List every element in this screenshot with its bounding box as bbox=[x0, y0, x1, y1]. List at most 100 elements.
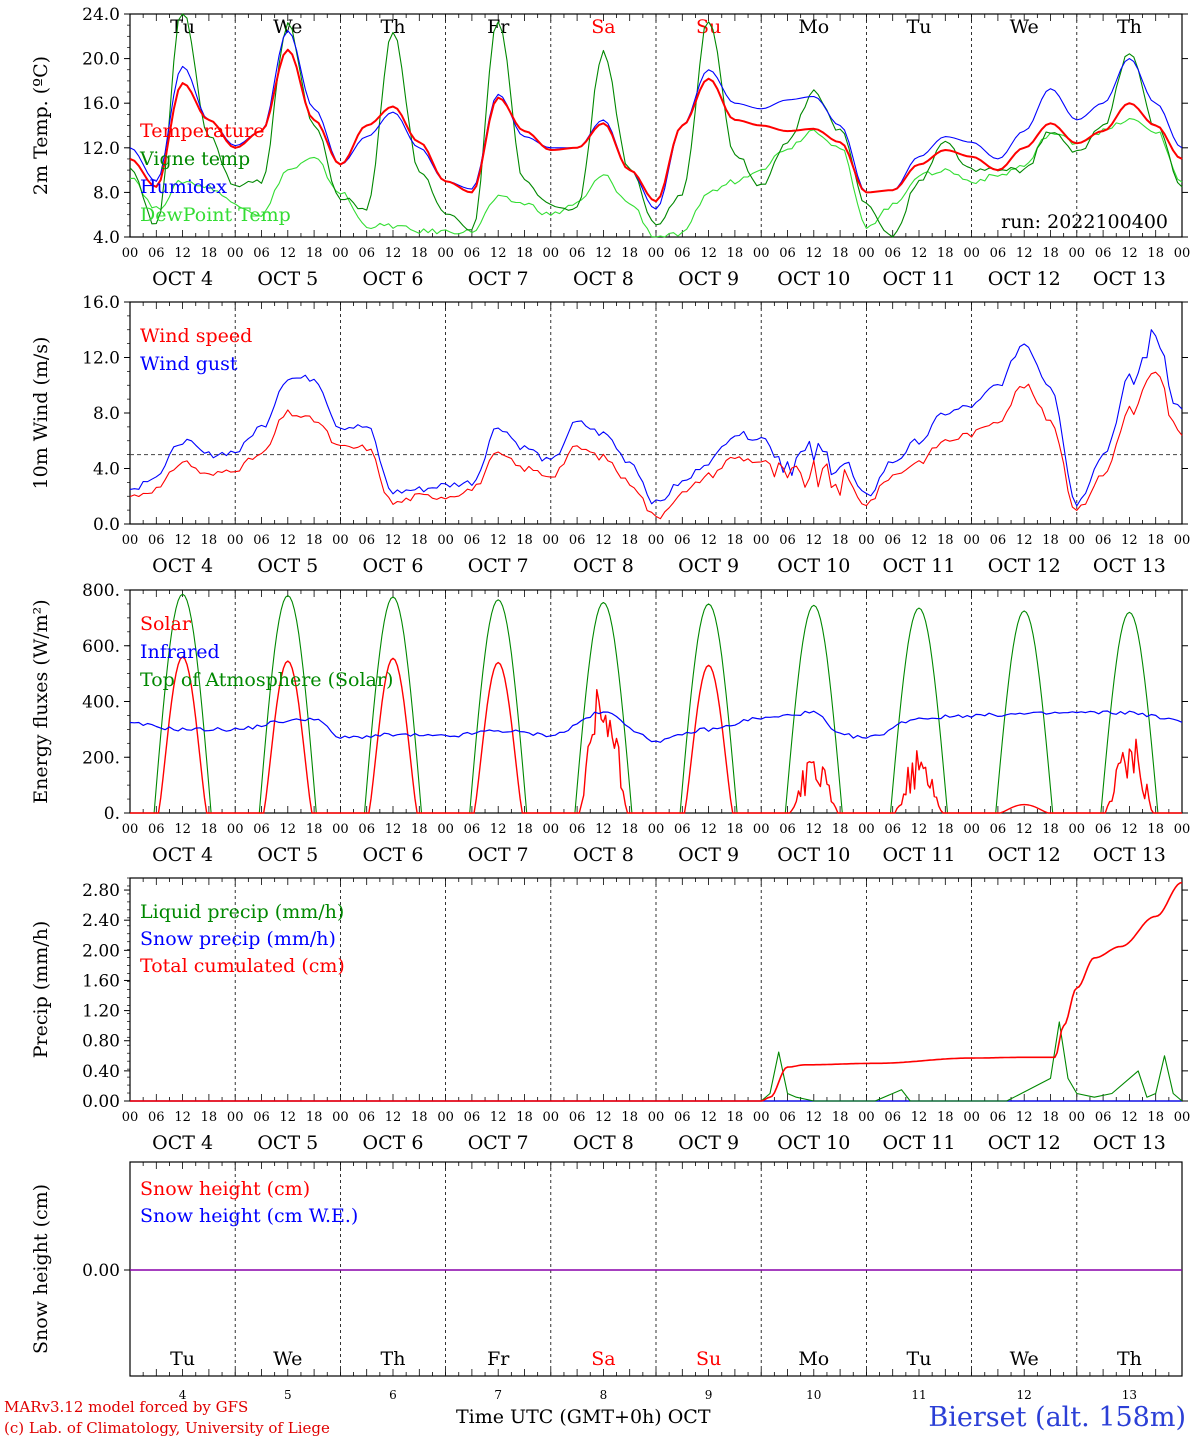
station-label: Bierset (alt. 158m) bbox=[928, 1402, 1186, 1433]
hour-label: 18 bbox=[306, 822, 323, 837]
hour-label: 18 bbox=[832, 246, 849, 261]
hour-label: 00 bbox=[753, 1110, 770, 1125]
date-label: OCT 8 bbox=[573, 555, 634, 577]
hour-label: 00 bbox=[1069, 246, 1086, 261]
date-label: OCT 4 bbox=[152, 555, 213, 577]
hour-label: 06 bbox=[569, 533, 586, 548]
hour-label: 00 bbox=[753, 246, 770, 261]
run-label: run: 2022100400 bbox=[1001, 211, 1168, 233]
hour-label: 18 bbox=[201, 822, 218, 837]
hour-label: 00 bbox=[227, 533, 244, 548]
bottom-axis: 4 5 6 7 8 9 10 11 12 13 bbox=[179, 1388, 1137, 1402]
hour-label: 18 bbox=[306, 1110, 323, 1125]
y-tick-label: 12.0 bbox=[82, 139, 120, 159]
hour-label: 06 bbox=[464, 1110, 481, 1125]
y-tick-label: 16.0 bbox=[82, 94, 120, 114]
day-number-label: 10 bbox=[806, 1388, 821, 1402]
hour-label: 18 bbox=[201, 533, 218, 548]
date-label: OCT 4 bbox=[152, 1132, 213, 1154]
y-tick-label: 800. bbox=[82, 581, 120, 601]
hour-label: 00 bbox=[1174, 822, 1191, 837]
weekday-label: Tu bbox=[907, 1348, 932, 1370]
hour-label: 06 bbox=[253, 1110, 270, 1125]
day-number-label: 9 bbox=[705, 1388, 713, 1402]
date-label: OCT 7 bbox=[468, 844, 529, 866]
weekday-label: Sa bbox=[591, 1348, 615, 1370]
weekday-label: Th bbox=[1117, 16, 1142, 38]
hour-label: 06 bbox=[674, 246, 691, 261]
hour-label: 18 bbox=[411, 1110, 428, 1125]
date-label: OCT 5 bbox=[257, 268, 318, 290]
legend-entry: Vigne temp bbox=[139, 148, 250, 170]
series-infrared bbox=[129, 710, 1183, 743]
hour-label: 06 bbox=[1095, 533, 1112, 548]
hour-label: 12 bbox=[806, 1110, 823, 1125]
hour-label: 06 bbox=[569, 822, 586, 837]
hour-label: 06 bbox=[253, 822, 270, 837]
hour-label: 12 bbox=[1016, 246, 1033, 261]
y-axis-label: Energy fluxes (W/m²) bbox=[30, 599, 52, 803]
weekday-label: Su bbox=[696, 1348, 721, 1370]
day-number-label: 12 bbox=[1017, 1388, 1032, 1402]
series-liquid-precip bbox=[130, 1021, 1183, 1102]
hour-label: 00 bbox=[332, 1110, 349, 1125]
date-label: OCT 8 bbox=[573, 844, 634, 866]
date-label: OCT 12 bbox=[988, 268, 1061, 290]
weekday-label: Mo bbox=[798, 1348, 829, 1370]
hour-label: 18 bbox=[516, 246, 533, 261]
hour-label: 12 bbox=[490, 822, 507, 837]
hour-label: 00 bbox=[963, 822, 980, 837]
weekday-label: Tu bbox=[170, 1348, 195, 1370]
hour-label: 18 bbox=[937, 1110, 954, 1125]
hour-label: 06 bbox=[674, 822, 691, 837]
weekday-label: We bbox=[273, 1348, 302, 1370]
hour-label: 12 bbox=[280, 822, 297, 837]
weekday-label: We bbox=[1010, 1348, 1039, 1370]
day-number-label: 5 bbox=[284, 1388, 292, 1402]
hour-label: 00 bbox=[1069, 822, 1086, 837]
day-number-label: 4 bbox=[179, 1388, 187, 1402]
hour-label: 12 bbox=[595, 1110, 612, 1125]
date-label: OCT 7 bbox=[468, 555, 529, 577]
hour-label: 12 bbox=[595, 246, 612, 261]
series-total-cumulated bbox=[130, 881, 1183, 1102]
hour-label: 18 bbox=[516, 822, 533, 837]
hour-label: 00 bbox=[753, 533, 770, 548]
y-tick-label: 2.80 bbox=[82, 881, 120, 901]
legend-entry: DewPoint Temp bbox=[140, 204, 291, 226]
series-wind-gust bbox=[129, 329, 1183, 507]
hour-label: 18 bbox=[832, 822, 849, 837]
legend-entry: Infrared bbox=[140, 641, 220, 663]
date-label: OCT 6 bbox=[363, 1132, 424, 1154]
date-label: OCT 9 bbox=[678, 555, 739, 577]
hour-label: 12 bbox=[806, 246, 823, 261]
legend-entry: Liquid precip (mm/h) bbox=[140, 901, 344, 923]
series-temperature bbox=[129, 48, 1183, 203]
hour-label: 12 bbox=[385, 822, 402, 837]
hour-label: 12 bbox=[490, 246, 507, 261]
hour-label: 18 bbox=[516, 533, 533, 548]
y-tick-label: 600. bbox=[82, 637, 120, 657]
hour-label: 06 bbox=[358, 533, 375, 548]
hour-label: 18 bbox=[516, 1110, 533, 1125]
y-tick-label: 0.0 bbox=[93, 515, 120, 535]
legend-entry: Snow height (cm) bbox=[140, 1178, 310, 1200]
hour-label: 06 bbox=[884, 1110, 901, 1125]
hour-label: 12 bbox=[1121, 1110, 1138, 1125]
hour-label: 18 bbox=[1042, 822, 1059, 837]
date-label: OCT 12 bbox=[988, 844, 1061, 866]
hour-label: 18 bbox=[937, 822, 954, 837]
date-label: OCT 5 bbox=[257, 844, 318, 866]
lab-credit: (c) Lab. of Climatology, University of L… bbox=[4, 1419, 330, 1437]
hour-label: 00 bbox=[1174, 1110, 1191, 1125]
date-label: OCT 13 bbox=[1093, 844, 1166, 866]
hour-label: 06 bbox=[884, 246, 901, 261]
legend-entry: Humidex bbox=[140, 176, 227, 198]
y-tick-label: 0. bbox=[104, 804, 120, 824]
hour-label: 00 bbox=[227, 1110, 244, 1125]
date-label: OCT 4 bbox=[152, 844, 213, 866]
y-tick-label: 4.0 bbox=[93, 460, 120, 480]
legend-entry: Solar bbox=[140, 613, 192, 635]
y-tick-label: 4.0 bbox=[93, 228, 120, 248]
